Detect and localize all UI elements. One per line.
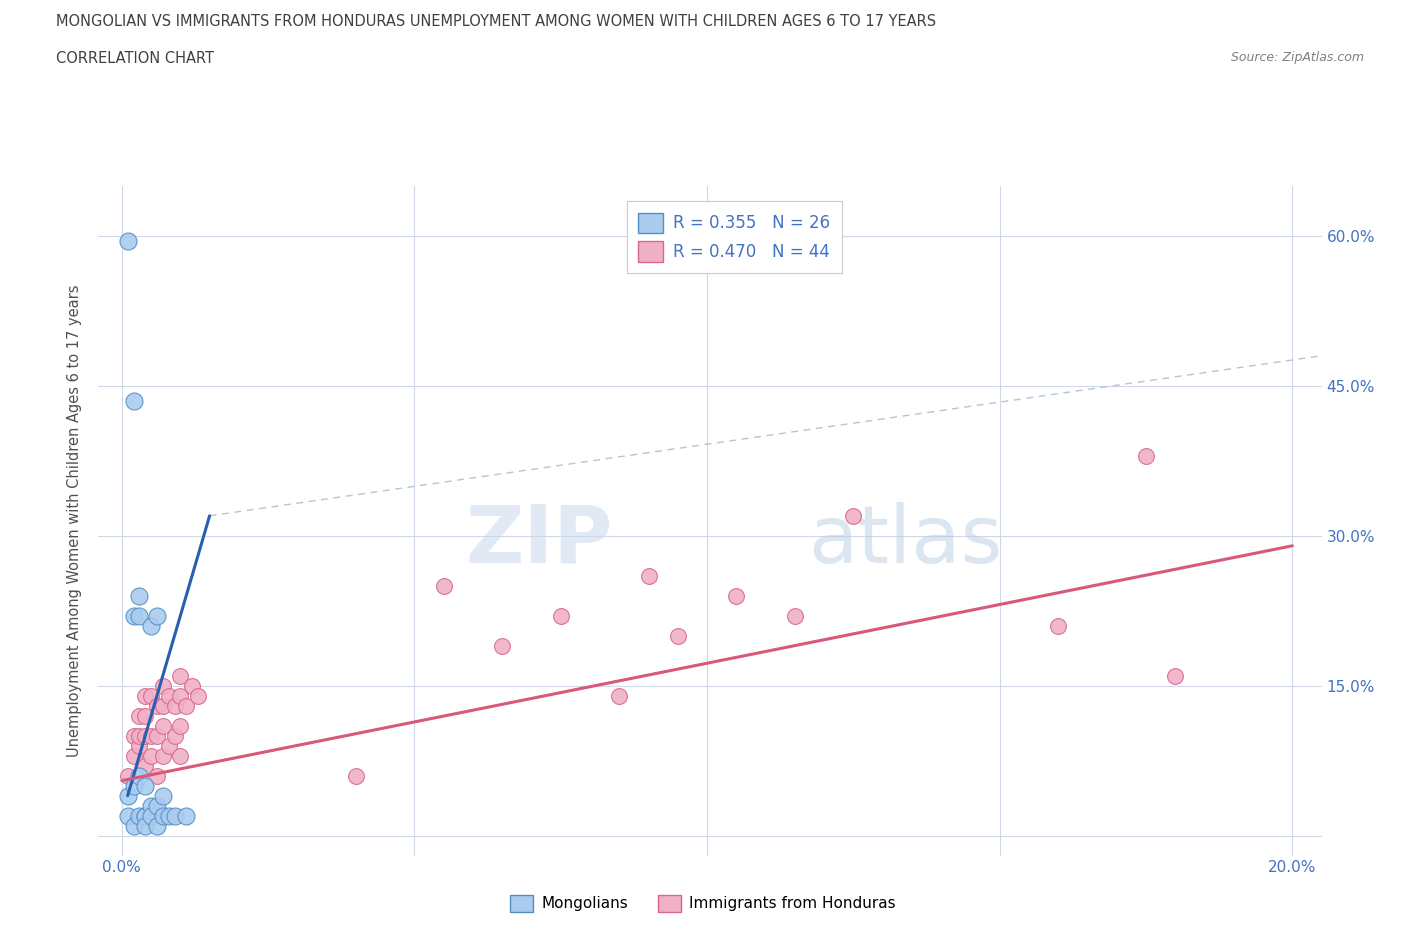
- Point: [152, 808, 174, 823]
- Point: [146, 728, 169, 743]
- Point: [128, 808, 150, 823]
- Point: [174, 698, 197, 713]
- Point: [117, 233, 139, 248]
- Point: [122, 749, 145, 764]
- Point: [1135, 448, 1157, 463]
- Point: [134, 728, 156, 743]
- Text: ZIP: ZIP: [465, 502, 612, 580]
- Text: CORRELATION CHART: CORRELATION CHART: [56, 51, 214, 66]
- Point: [122, 608, 145, 623]
- Point: [134, 808, 156, 823]
- Point: [163, 728, 186, 743]
- Point: [134, 688, 156, 703]
- Point: [1047, 618, 1070, 633]
- Point: [152, 749, 174, 764]
- Point: [122, 778, 145, 793]
- Point: [174, 808, 197, 823]
- Point: [157, 688, 180, 703]
- Text: Source: ZipAtlas.com: Source: ZipAtlas.com: [1230, 51, 1364, 64]
- Point: [152, 698, 174, 713]
- Point: [607, 688, 630, 703]
- Point: [491, 638, 513, 653]
- Point: [117, 808, 139, 823]
- Point: [122, 393, 145, 408]
- Point: [842, 509, 865, 524]
- Text: MONGOLIAN VS IMMIGRANTS FROM HONDURAS UNEMPLOYMENT AMONG WOMEN WITH CHILDREN AGE: MONGOLIAN VS IMMIGRANTS FROM HONDURAS UN…: [56, 14, 936, 29]
- Point: [146, 818, 169, 833]
- Y-axis label: Unemployment Among Women with Children Ages 6 to 17 years: Unemployment Among Women with Children A…: [67, 285, 83, 757]
- Point: [146, 608, 169, 623]
- Point: [1164, 669, 1187, 684]
- Point: [128, 768, 150, 783]
- Point: [117, 789, 139, 804]
- Point: [122, 728, 145, 743]
- Point: [139, 798, 162, 813]
- Point: [128, 709, 150, 724]
- Point: [117, 768, 139, 783]
- Point: [433, 578, 456, 593]
- Point: [181, 678, 204, 693]
- Point: [152, 789, 174, 804]
- Point: [134, 778, 156, 793]
- Legend: Mongolians, Immigrants from Honduras: Mongolians, Immigrants from Honduras: [505, 889, 901, 918]
- Point: [146, 698, 169, 713]
- Point: [139, 688, 162, 703]
- Point: [169, 688, 191, 703]
- Point: [157, 808, 180, 823]
- Point: [128, 608, 150, 623]
- Point: [163, 808, 186, 823]
- Point: [187, 688, 209, 703]
- Point: [783, 608, 806, 623]
- Point: [146, 798, 169, 813]
- Legend: R = 0.355   N = 26, R = 0.470   N = 44: R = 0.355 N = 26, R = 0.470 N = 44: [627, 201, 842, 273]
- Point: [666, 629, 689, 644]
- Point: [139, 618, 162, 633]
- Point: [152, 718, 174, 733]
- Point: [139, 749, 162, 764]
- Point: [146, 768, 169, 783]
- Point: [163, 698, 186, 713]
- Point: [157, 738, 180, 753]
- Point: [139, 728, 162, 743]
- Point: [128, 728, 150, 743]
- Point: [139, 808, 162, 823]
- Point: [128, 589, 150, 604]
- Point: [637, 568, 659, 583]
- Point: [169, 669, 191, 684]
- Text: atlas: atlas: [808, 502, 1002, 580]
- Point: [550, 608, 572, 623]
- Point: [134, 808, 156, 823]
- Point: [122, 818, 145, 833]
- Point: [169, 749, 191, 764]
- Point: [344, 768, 367, 783]
- Point: [152, 678, 174, 693]
- Point: [134, 709, 156, 724]
- Point: [725, 589, 748, 604]
- Point: [128, 738, 150, 753]
- Point: [134, 818, 156, 833]
- Point: [169, 718, 191, 733]
- Point: [134, 758, 156, 773]
